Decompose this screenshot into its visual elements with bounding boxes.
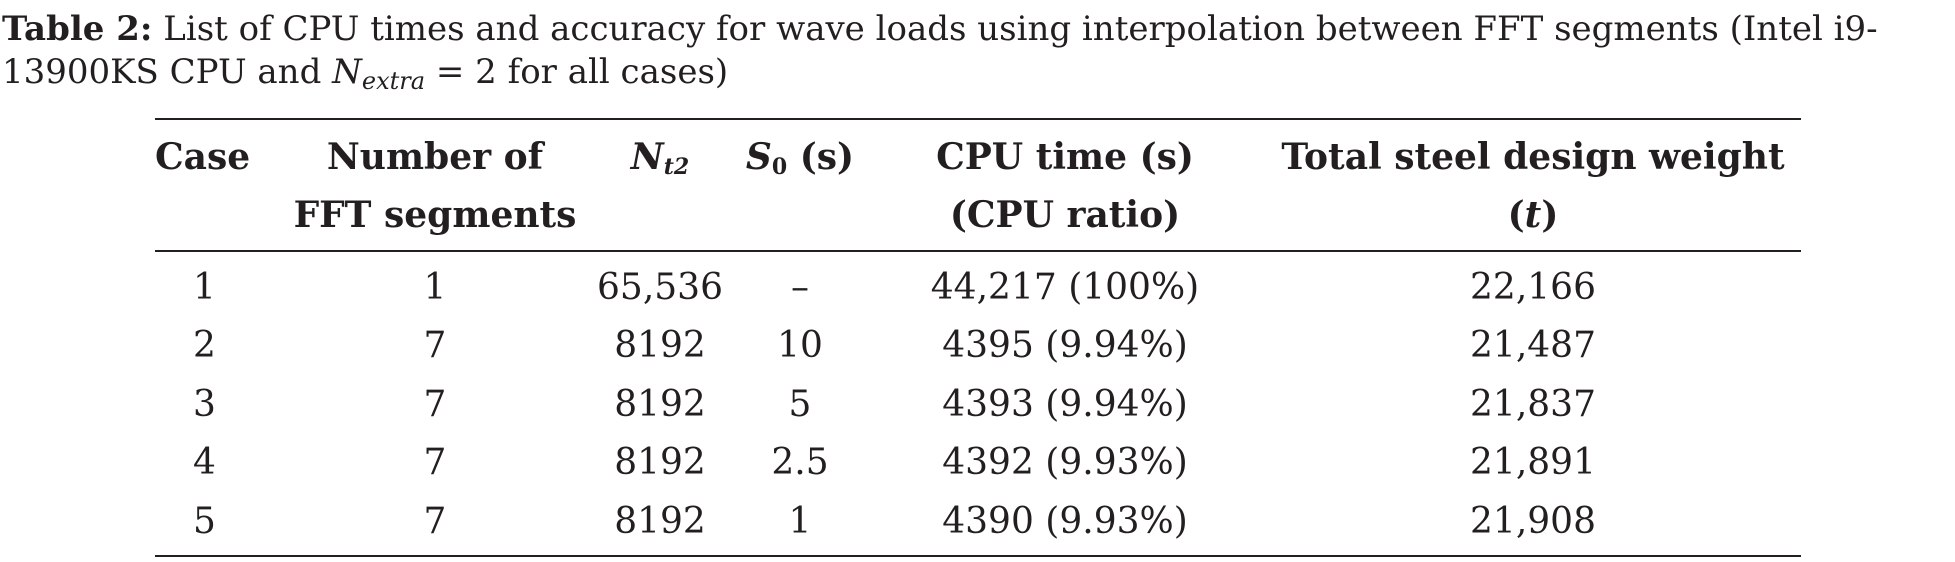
s0-symbol: S: [745, 136, 772, 178]
cell-weight: 21,487: [1470, 325, 1596, 367]
nt2-subscript: t2: [663, 154, 690, 180]
caption-text-end: = 2 for all cases): [425, 52, 729, 93]
header-nt2: Nt2: [585, 119, 735, 251]
nt2-symbol: N: [630, 136, 664, 178]
caption-n-symbol: N: [332, 52, 362, 93]
weight-close: ): [1541, 194, 1559, 236]
cell-cpu: 4393 (9.94%): [942, 383, 1188, 425]
cpu-time-label: CPU time (s): [936, 136, 1194, 178]
cell-case: 3: [193, 383, 216, 425]
table-body: 1 1 65,536 – 44,217 (100%) 22,166 2 7 81…: [155, 251, 1801, 556]
cell-case: 4: [193, 442, 216, 484]
cell-nt2: 8192: [614, 442, 706, 484]
table-row: 1 1 65,536 – 44,217 (100%) 22,166: [155, 251, 1801, 317]
caption-text: List of CPU times and accuracy for wave …: [2, 9, 1878, 93]
cell-cpu: 4390 (9.93%): [942, 500, 1188, 542]
header-fft-segments: Number of FFT segments: [293, 136, 577, 236]
weight-label: Total steel design weight (: [1281, 136, 1785, 236]
table-row: 5 7 8192 1 4390 (9.93%) 21,908: [155, 492, 1801, 556]
table-row: 4 7 8192 2.5 4392 (9.93%) 21,891: [155, 434, 1801, 493]
table-row: 2 7 8192 10 4395 (9.94%) 21,487: [155, 317, 1801, 376]
caption-n-subscript: extra: [361, 67, 426, 96]
cell-s0: 2.5: [771, 442, 829, 484]
cell-nt2: 8192: [614, 325, 706, 367]
cell-segments: 1: [423, 266, 447, 308]
s0-unit: (s): [787, 136, 855, 178]
table-caption: Table 2: List of CPU times and accuracy …: [2, 8, 1947, 94]
results-table: Case Number of FFT segments Nt2 S0 (s) C…: [155, 118, 1801, 557]
cell-segments: 7: [423, 325, 447, 367]
cpu-ratio-label: (CPU ratio): [949, 194, 1181, 236]
table-row: 3 7 8192 5 4393 (9.94%) 21,837: [155, 375, 1801, 434]
header-row: Case Number of FFT segments Nt2 S0 (s) C…: [155, 119, 1801, 251]
cell-weight: 21,891: [1470, 442, 1596, 484]
cell-nt2: 8192: [614, 383, 706, 425]
cell-nt2: 65,536: [597, 266, 723, 308]
cell-case: 2: [193, 325, 216, 367]
cell-segments: 7: [423, 383, 447, 425]
header-s0: S0 (s): [735, 119, 865, 251]
table-header: Case Number of FFT segments Nt2 S0 (s) C…: [155, 119, 1801, 251]
cell-s0: 1: [788, 500, 812, 542]
cell-cpu: 4392 (9.93%): [942, 442, 1188, 484]
s0-subscript: 0: [771, 154, 788, 180]
weight-unit: t: [1524, 194, 1542, 236]
header-case: Case: [155, 136, 251, 178]
cell-weight: 21,908: [1470, 500, 1596, 542]
cell-segments: 7: [423, 500, 447, 542]
header-steel-weight: Total steel design weight (t): [1265, 119, 1801, 251]
cell-case: 1: [193, 266, 216, 308]
cell-case: 5: [193, 500, 216, 542]
cell-s0: –: [791, 266, 809, 308]
cell-cpu: 4395 (9.94%): [942, 325, 1188, 367]
cell-nt2: 8192: [614, 500, 706, 542]
cell-weight: 21,837: [1470, 383, 1596, 425]
cell-s0: 5: [788, 383, 812, 425]
cell-segments: 7: [423, 442, 447, 484]
cell-s0: 10: [777, 325, 823, 367]
caption-label: Table 2:: [2, 9, 153, 49]
cell-weight: 22,166: [1470, 266, 1596, 308]
header-cpu-time: CPU time (s) (CPU ratio): [865, 119, 1265, 251]
cell-cpu: 44,217 (100%): [930, 266, 1200, 308]
